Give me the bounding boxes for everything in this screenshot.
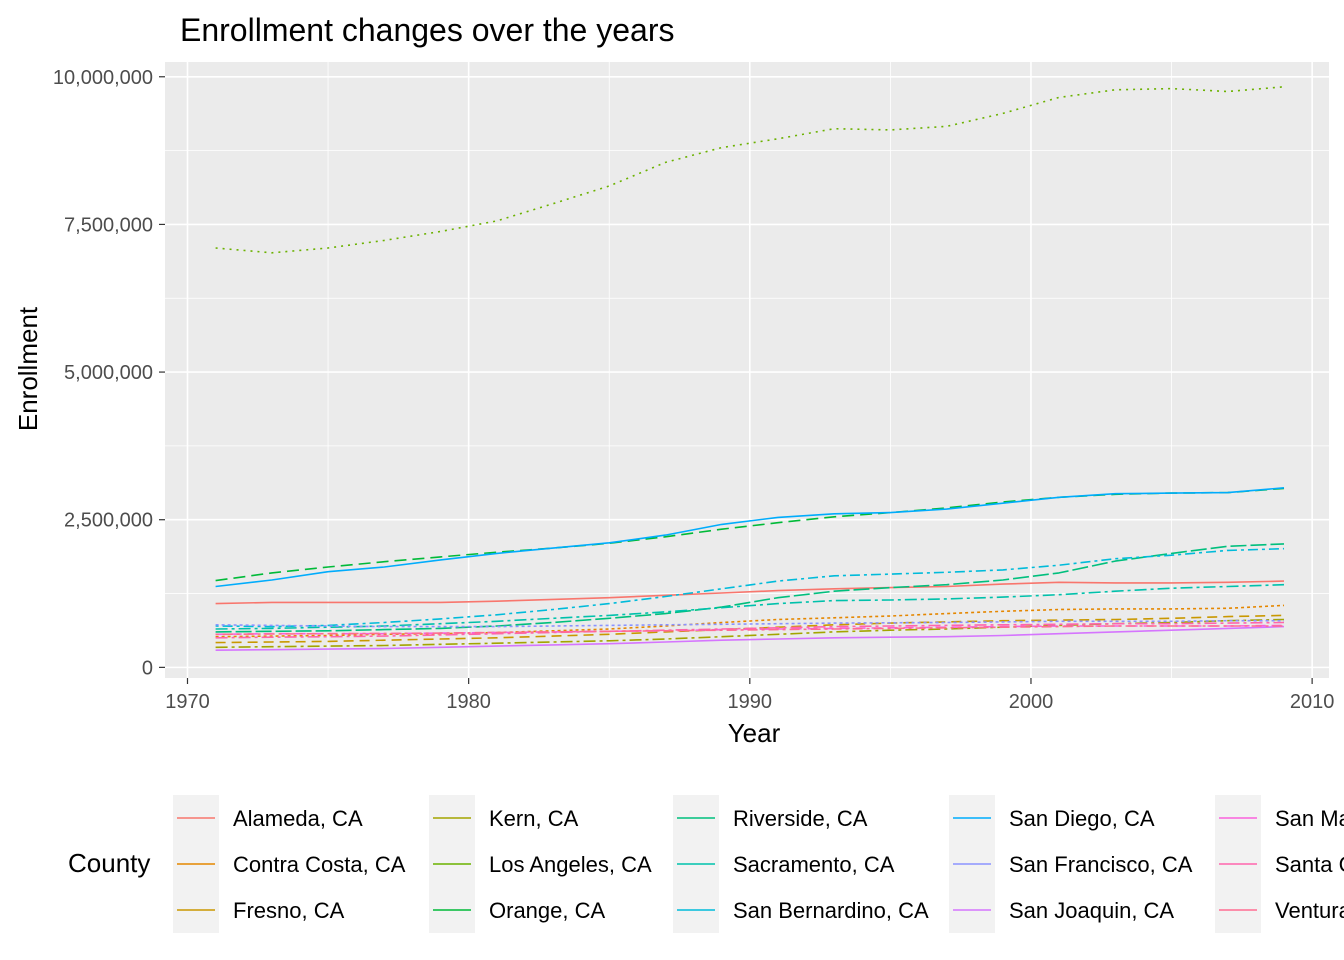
y-tick-label: 5,000,000: [64, 362, 153, 384]
series-line: [215, 583, 1285, 630]
legend-label: Sacramento, CA: [733, 852, 895, 877]
x-tick-label: 1990: [728, 691, 773, 713]
series-line: [215, 625, 1284, 636]
series-line: [215, 543, 1285, 633]
legend-label: Kern, CA: [489, 806, 579, 831]
legend-label: San Joaquin, CA: [1009, 898, 1174, 923]
legend-title: County: [68, 848, 150, 878]
series-line: [215, 487, 1285, 588]
y-tick-label: 0: [142, 657, 153, 679]
legend-label: San Bernardino, CA: [733, 898, 929, 923]
series-line: [215, 621, 1285, 639]
minor-grid: [165, 62, 1329, 678]
major-grid: [165, 62, 1329, 678]
y-axis-title: Enrollment: [13, 306, 43, 431]
legend-label: Ventura, CA: [1275, 898, 1344, 923]
y-tick-label: 2,500,000: [64, 510, 153, 532]
series-line: [215, 619, 1284, 628]
x-axis: 1970 1980 1990 2000 2010: [165, 678, 1334, 713]
plot-panel: [165, 62, 1329, 678]
x-tick-label: 2010: [1290, 691, 1335, 713]
y-tick-label: 7,500,000: [64, 214, 153, 236]
legend-label: San Mateo, CA: [1275, 806, 1344, 831]
legend-label: Riverside, CA: [733, 806, 868, 831]
y-axis: 0 2,500,000 5,000,000 7,500,000 10,000,000: [53, 67, 165, 679]
legend-label: Fresno, CA: [233, 898, 345, 923]
chart-title: Enrollment changes over the years: [180, 12, 674, 48]
legend-label: Contra Costa, CA: [233, 852, 406, 877]
legend-label: Santa Clara, CA: [1275, 852, 1344, 877]
legend-label: Orange, CA: [489, 898, 605, 923]
legend-label: San Francisco, CA: [1009, 852, 1193, 877]
legend-label: San Diego, CA: [1009, 806, 1155, 831]
legend-label: Los Angeles, CA: [489, 852, 652, 877]
series-line: [215, 547, 1285, 628]
series-line: [215, 604, 1285, 638]
series-line: [215, 580, 1285, 605]
y-tick-label: 10,000,000: [53, 67, 153, 89]
x-tick-label: 2000: [1009, 691, 1054, 713]
legend-label: Alameda, CA: [233, 806, 363, 831]
x-tick-label: 1980: [446, 691, 491, 713]
x-axis-title: Year: [728, 718, 781, 748]
series-line: [215, 625, 1285, 651]
legend: Alameda, CA Contra Costa, CA Fresno, CA Ker…: [173, 795, 1344, 933]
series-line: [215, 86, 1285, 254]
series-layer: [215, 86, 1285, 651]
x-tick-label: 1970: [165, 691, 210, 713]
